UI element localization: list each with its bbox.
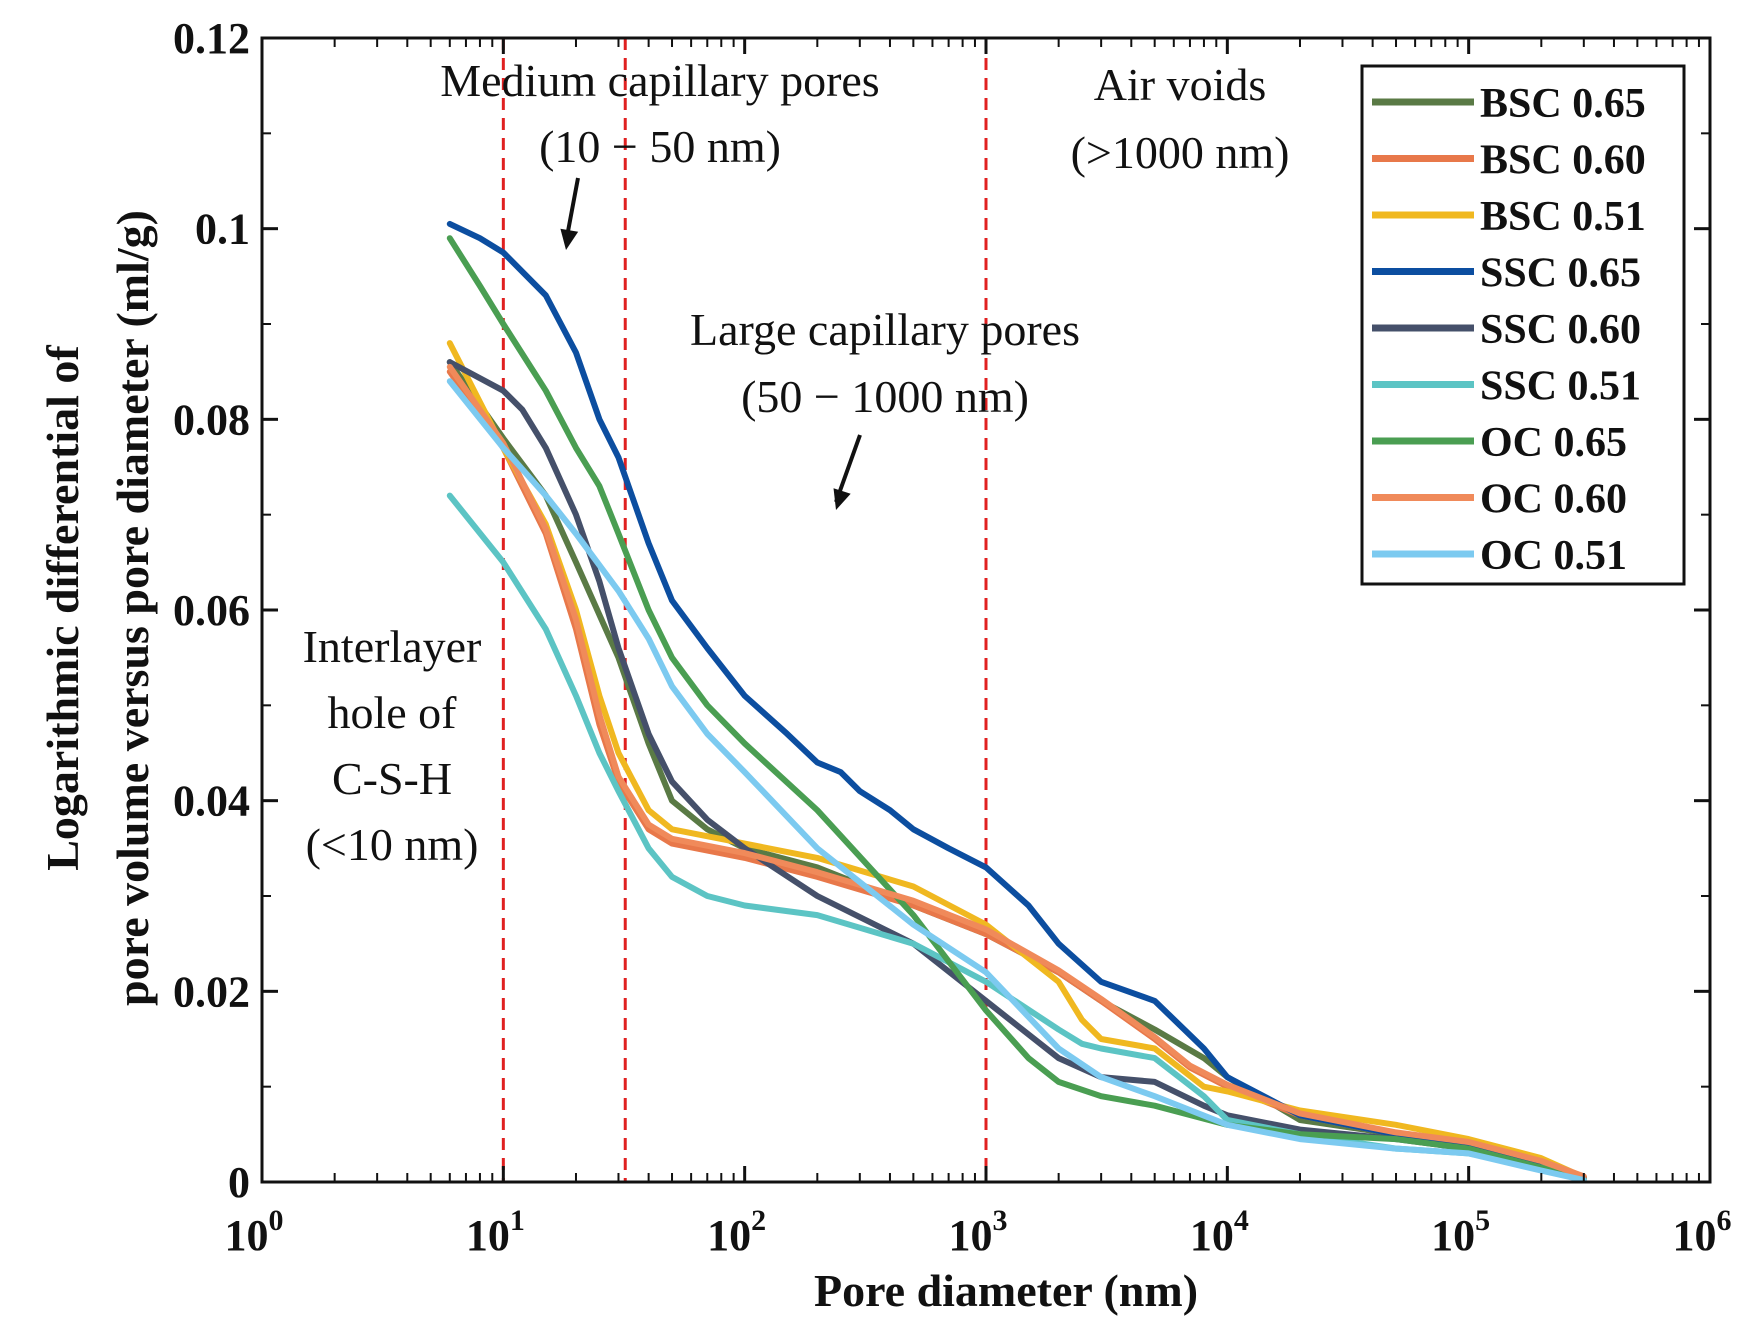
x-tick-base: 10	[1190, 1211, 1234, 1260]
x-axis-title: Pore diameter (nm)	[814, 1265, 1198, 1316]
annotation-text: (>1000 nm)	[1071, 127, 1290, 178]
x-tick-exponent: 6	[1717, 1204, 1732, 1237]
legend-label: SSC 0.65	[1480, 251, 1641, 297]
annotation-text: Interlayer	[303, 621, 482, 672]
annotation-text: Large capillary pores	[690, 304, 1080, 355]
y-axis-title-line1: Logarithmic differential of	[37, 345, 88, 871]
series-line-oc-060	[446, 363, 1587, 1180]
x-tick-base: 10	[949, 1211, 993, 1260]
series-line-bsc-051	[446, 340, 1587, 1181]
legend-label: BSC 0.65	[1480, 81, 1646, 127]
series-line-oc-065	[446, 235, 1587, 1183]
legend-label: BSC 0.60	[1480, 138, 1646, 184]
legend-label: SSC 0.60	[1480, 307, 1641, 353]
y-tick-label: 0.06	[173, 586, 250, 635]
series-line-ssc-065	[446, 220, 1587, 1181]
legend-label: OC 0.51	[1480, 533, 1627, 579]
y-tick-label: 0	[228, 1158, 250, 1207]
legend-label: OC 0.65	[1480, 420, 1627, 466]
x-tick-exponent: 0	[269, 1204, 284, 1237]
y-tick-label: 0.1	[195, 205, 250, 254]
x-tick-exponent: 5	[1475, 1204, 1490, 1237]
y-tick-label: 0.04	[173, 777, 250, 826]
annotation-text: (50 − 1000 nm)	[741, 371, 1029, 422]
annotation-arrow-head	[833, 488, 851, 510]
series-lines	[446, 220, 1587, 1184]
legend: BSC 0.65 BSC 0.60 BSC 0.51 SSC 0.65 SSC 0.60…	[1360, 64, 1686, 586]
x-tick-exponent: 2	[751, 1204, 766, 1237]
x-tick-base: 10	[466, 1211, 510, 1260]
y-tick-label: 0.12	[173, 14, 250, 63]
x-tick-base: 10	[1431, 1211, 1475, 1260]
axes: 100 101 102 103 104 105 10600.020.040.060.080.…	[37, 14, 1732, 1316]
annotation-text: Air voids	[1094, 59, 1267, 110]
x-tick-label: 103	[949, 1204, 1008, 1260]
x-tick-exponent: 4	[1234, 1204, 1249, 1237]
y-tick-label: 0.02	[173, 967, 250, 1016]
annotation-text: hole of	[327, 687, 457, 738]
y-axis-title-line2: pore volume versus pore diameter (ml/g)	[107, 210, 158, 1006]
annotation-text: (<10 nm)	[306, 819, 479, 870]
annotations: Medium capillary pores (10 − 50 nm) Air vo…	[303, 55, 1290, 870]
x-tick-label: 106	[1673, 1204, 1732, 1260]
x-tick-base: 10	[225, 1211, 269, 1260]
legend-label: BSC 0.51	[1480, 194, 1646, 240]
x-tick-label: 102	[707, 1204, 766, 1260]
x-tick-exponent: 1	[510, 1204, 525, 1237]
x-tick-base: 10	[707, 1211, 751, 1260]
x-tick-label: 100	[225, 1204, 284, 1260]
annotation-text: (10 − 50 nm)	[539, 121, 781, 172]
annotation-text: C-S-H	[332, 753, 452, 804]
x-tick-label: 101	[466, 1204, 525, 1260]
x-tick-label: 104	[1190, 1204, 1249, 1260]
x-tick-label: 105	[1431, 1204, 1490, 1260]
series-line-ssc-060	[446, 359, 1587, 1183]
reference-lines	[501, 38, 988, 1182]
annotation-arrow-head	[560, 228, 579, 250]
series-line-oc-051	[446, 378, 1587, 1184]
legend-label: OC 0.60	[1480, 477, 1627, 523]
x-tick-exponent: 3	[993, 1204, 1008, 1237]
x-tick-base: 10	[1673, 1211, 1717, 1260]
y-tick-label: 0.08	[173, 395, 250, 444]
legend-label: SSC 0.51	[1480, 364, 1641, 410]
annotation-text: Medium capillary pores	[440, 55, 879, 106]
